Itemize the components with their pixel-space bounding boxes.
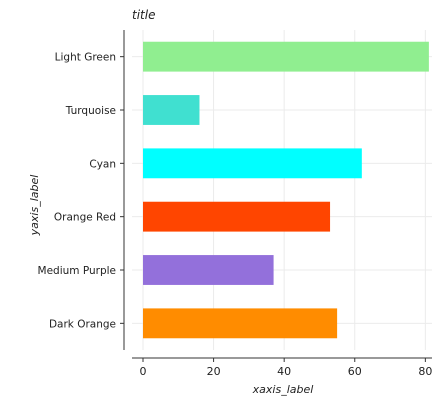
bar-orange-red [143,201,331,232]
x-tick-label: 0 [140,365,147,378]
x-tick-label: 40 [277,365,291,378]
bar-turquoise [143,95,200,125]
y-tick-label: Dark Orange [49,318,116,330]
y-tick-label: Cyan [89,158,116,170]
x-axis-label: xaxis_label [252,383,314,396]
bar-dark-orange [143,308,338,339]
y-axis-label: yaxis_label [28,175,41,237]
y-tick-label: Turquoise [65,105,116,117]
x-tick-label: 80 [418,365,432,378]
y-tick-label: Medium Purple [38,265,116,277]
x-tick-label: 20 [207,365,221,378]
y-axis: Dark Orange Medium Purple Orange Red Cyan Tu… [38,30,125,350]
y-tick-label: Orange Red [54,212,116,224]
bar-light-green [143,41,429,72]
x-axis: 0 20 40 60 80 [132,357,432,378]
bars [143,41,429,339]
y-tick-label: Light Green [55,52,116,64]
x-tick-label: 60 [348,365,362,378]
grid [132,30,432,350]
bar-medium-purple [143,255,274,285]
chart-title: title [132,8,155,22]
bar-cyan [143,148,362,179]
